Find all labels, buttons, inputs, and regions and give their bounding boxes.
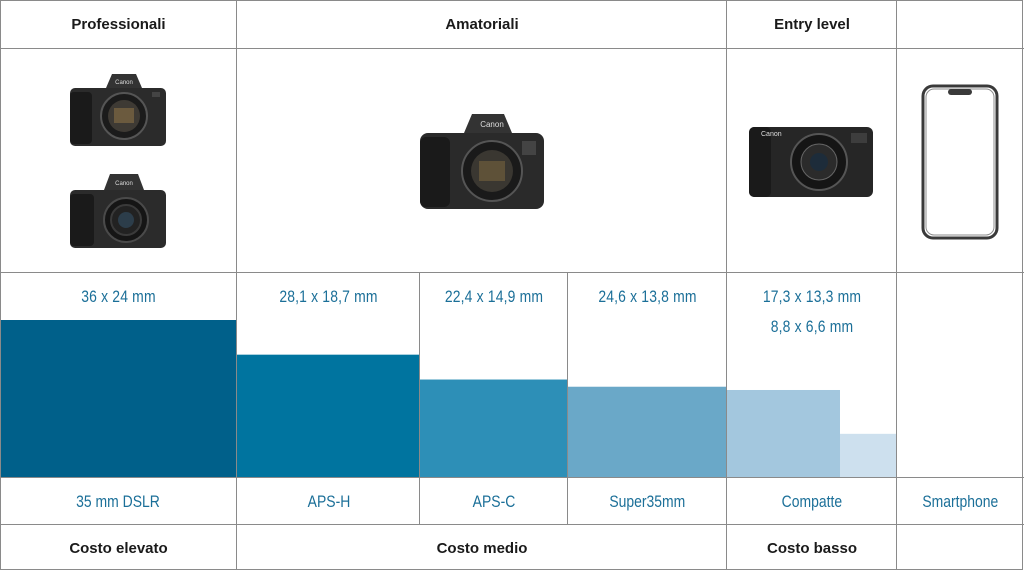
size-label-compatte-1: 17,3 x 13,3 mm	[762, 287, 862, 306]
smartphone-image	[921, 84, 999, 240]
bar-super35mm	[568, 386, 727, 477]
size-label-super35: 24,6 x 13,8 mm	[598, 287, 697, 306]
category-super35: Super35mm	[609, 491, 686, 511]
svg-text:Canon: Canon	[761, 131, 782, 138]
size-label-compatte-2: 8,8 x 6,6 mm	[770, 317, 854, 336]
bar-35mm-dslr	[0, 320, 237, 477]
dslr-camera-image: Canon	[70, 174, 166, 248]
category-aps-h: APS-H	[307, 491, 350, 511]
footer-costo-elevato: Costo elevato	[69, 539, 168, 557]
category-smartphone: Smartphone	[922, 491, 999, 511]
aps-c-camera-image: Canon	[420, 114, 544, 209]
size-label-dslr: 36 x 24 mm	[81, 287, 156, 306]
footer-costo-basso: Costo basso	[766, 539, 857, 557]
header-amatoriali: Amatoriali	[445, 16, 519, 33]
bar-compatte-large	[727, 389, 840, 477]
size-label-aps-h: 28,1 x 18,7 mm	[279, 287, 378, 306]
size-label-aps-c: 22,4 x 14,9 mm	[444, 287, 544, 306]
bar-aps-h	[237, 354, 420, 477]
header-professionali: Professionali	[71, 16, 166, 33]
mirrorless-camera-image: Canon	[70, 74, 166, 146]
bar-aps-c	[420, 379, 568, 477]
category-compatte: Compatte	[781, 491, 843, 511]
header-entry-level: Entry level	[774, 16, 850, 33]
svg-text:Canon: Canon	[115, 80, 133, 86]
category-dslr: 35 mm DSLR	[76, 491, 161, 511]
bar-compatte-small	[840, 433, 897, 477]
category-aps-c: APS-C	[472, 491, 516, 511]
compact-camera-image: Canon	[749, 127, 873, 197]
footer-costo-medio: Costo medio	[436, 539, 528, 557]
svg-text:Canon: Canon	[115, 181, 133, 187]
svg-text:Canon: Canon	[480, 120, 504, 129]
